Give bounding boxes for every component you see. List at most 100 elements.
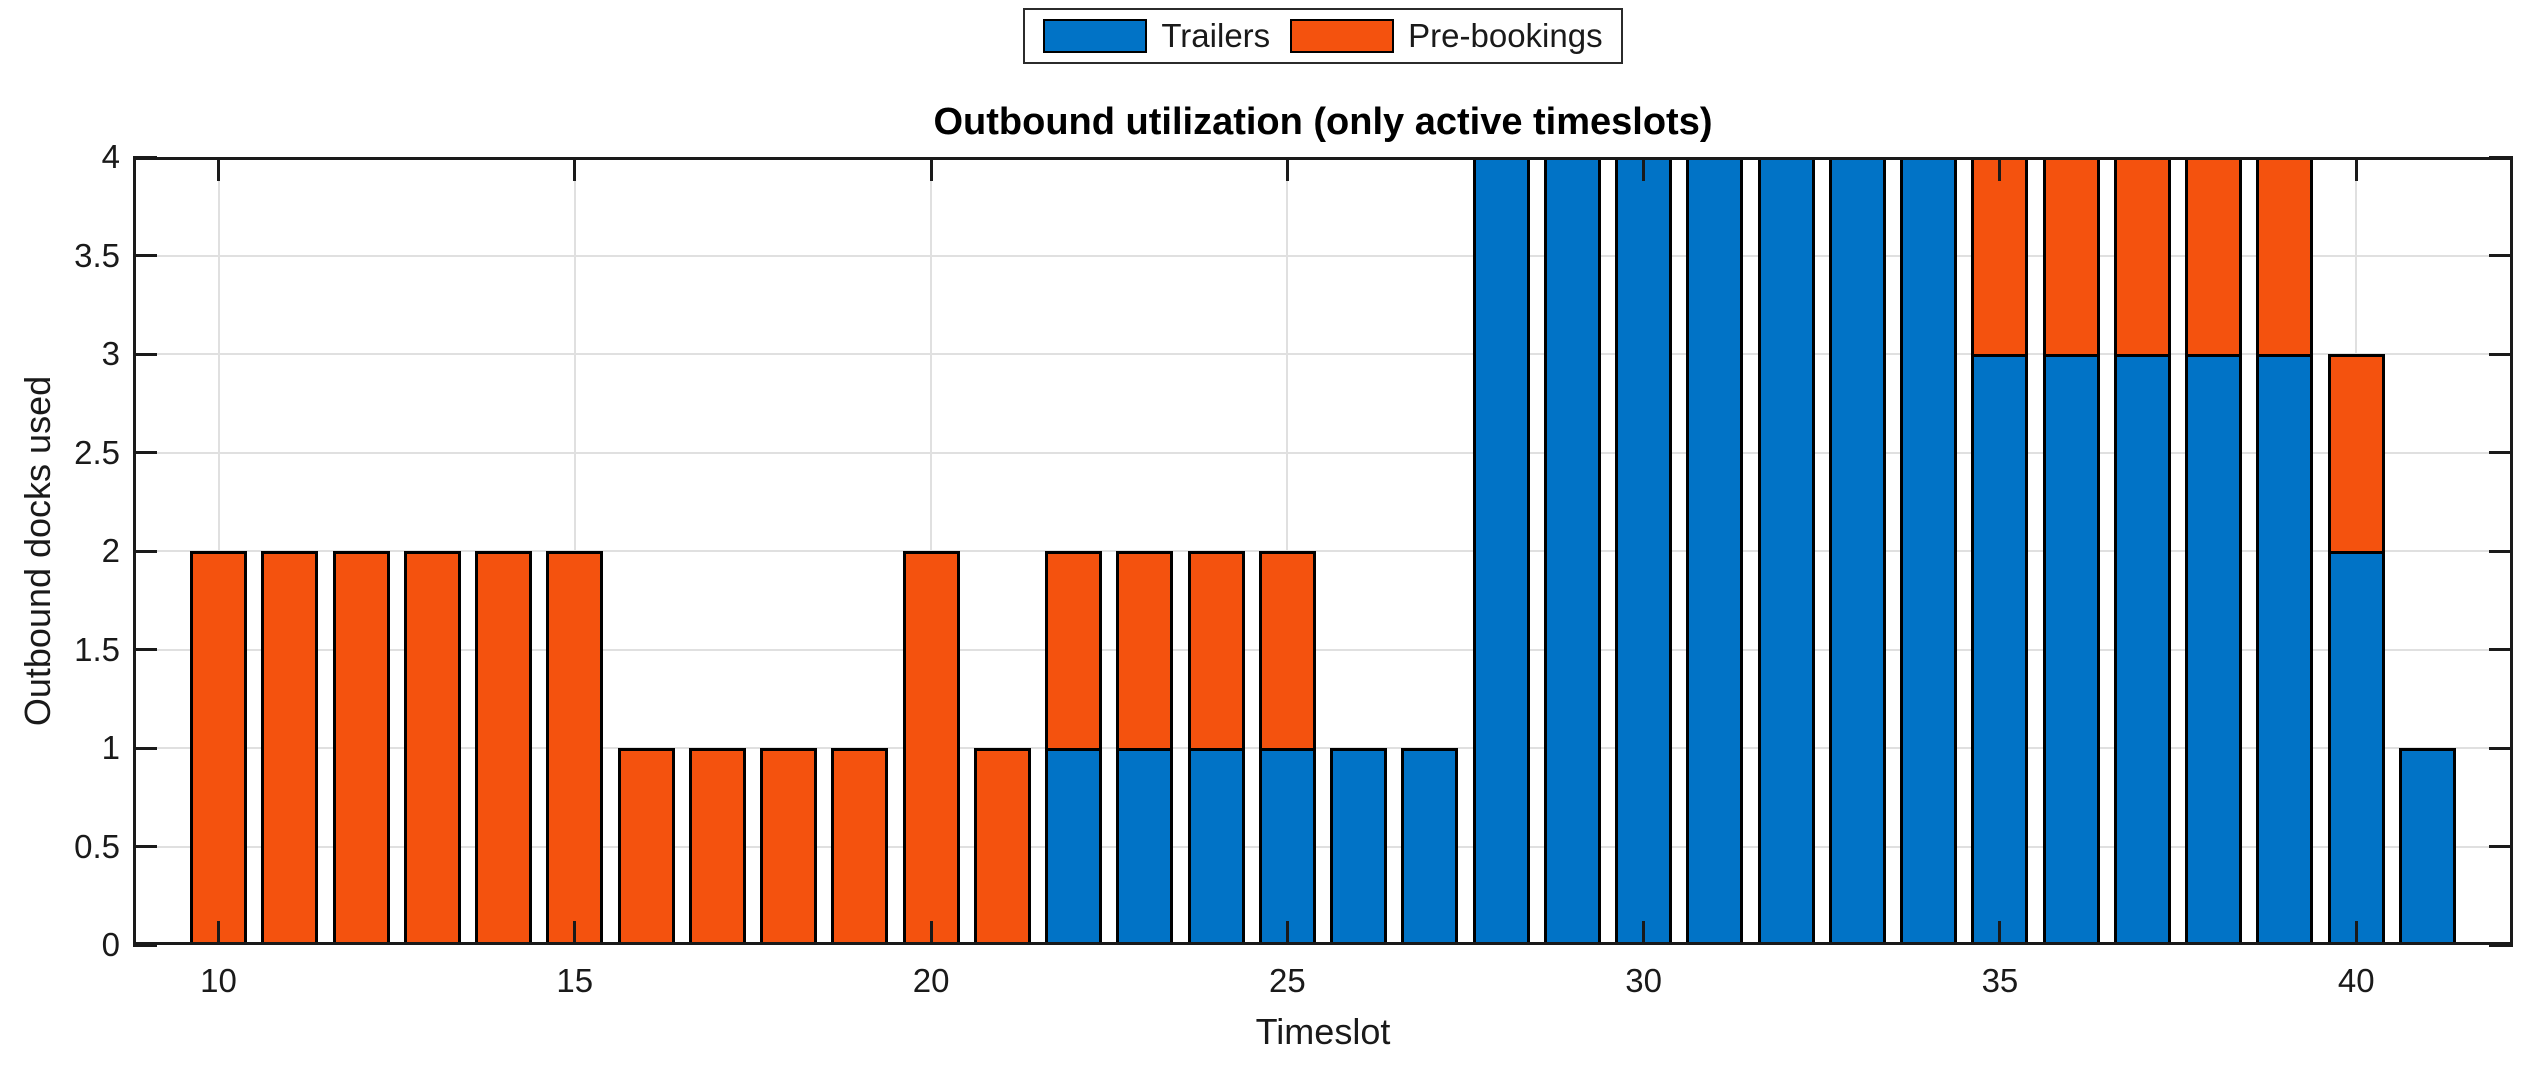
x-axis-tick	[217, 921, 220, 945]
bar-segment-pre-bookings	[973, 748, 1031, 945]
bar-segment-pre-bookings	[2113, 157, 2171, 357]
x-tick-label: 35	[1981, 962, 2019, 999]
bar-segment-trailers	[1401, 748, 1459, 945]
h-gridline	[133, 550, 2513, 552]
bar-segment-trailers	[2256, 354, 2314, 945]
bar-segment-pre-bookings	[617, 748, 675, 945]
y-tick-label: 3	[101, 335, 120, 372]
bar-segment-trailers	[2398, 748, 2456, 945]
y-axis-tick	[133, 648, 157, 651]
top-spine	[133, 157, 2513, 160]
bar-segment-trailers	[1258, 748, 1316, 945]
y-axis-tick-right	[2489, 943, 2513, 947]
y-tick-label: 2	[101, 532, 120, 569]
bar-segment-pre-bookings	[1187, 551, 1245, 751]
bar-segment-trailers	[1828, 157, 1886, 945]
h-gridline	[133, 648, 2513, 651]
bar-segment-pre-bookings	[1971, 157, 2029, 357]
bar-segment-trailers	[1187, 748, 1245, 945]
bar-segment-trailers	[1472, 157, 1530, 945]
legend-swatch-prebookings	[1290, 19, 1395, 53]
y-axis-tick-right	[2489, 845, 2513, 848]
x-axis-tick-top	[2354, 157, 2358, 181]
bar-segment-pre-bookings	[190, 551, 247, 945]
bar-segment-pre-bookings	[902, 551, 960, 945]
plot-area	[133, 155, 2513, 947]
bar-segment-trailers	[2327, 551, 2385, 945]
x-axis-tick-top	[573, 157, 577, 181]
x-axis-tick-top	[217, 157, 220, 181]
x-axis-tick-top	[1285, 157, 1289, 181]
x-axis-label: Timeslot	[1255, 1011, 1391, 1052]
x-axis-tick-top	[1998, 157, 2002, 181]
x-axis-tick-top	[1642, 157, 1646, 181]
bar-segment-pre-bookings	[403, 551, 461, 945]
bar-segment-trailers	[1116, 748, 1174, 945]
x-axis-tick	[1642, 921, 1646, 945]
legend: Trailers Pre-bookings	[1023, 8, 1623, 64]
bar-segment-trailers	[1330, 748, 1388, 945]
y-tick-label: 0	[101, 926, 120, 963]
bottom-spine	[133, 942, 2513, 945]
x-axis-tick	[929, 921, 933, 945]
bar-segment-pre-bookings	[1258, 551, 1316, 751]
y-axis-tick	[133, 845, 157, 848]
bar-segment-pre-bookings	[1116, 551, 1174, 751]
legend-container: Trailers Pre-bookings	[133, 8, 2513, 64]
y-tick-label: 2.5	[74, 433, 120, 471]
y-axis-tick	[133, 746, 157, 750]
y-axis-tick-right	[2489, 549, 2513, 553]
h-gridline	[133, 747, 2513, 749]
x-axis-tick	[573, 921, 577, 945]
y-axis-tick-right	[2489, 451, 2513, 454]
bar-segment-pre-bookings	[332, 551, 390, 945]
x-tick-label: 10	[200, 962, 237, 999]
bar-segment-pre-bookings	[2042, 157, 2100, 357]
y-tick-label: 1	[101, 729, 120, 766]
y-tick-label: 1.5	[74, 630, 120, 668]
bar-segment-pre-bookings	[831, 748, 889, 945]
legend-item-trailers: Trailers	[1043, 18, 1270, 54]
bar-segment-trailers	[1971, 354, 2029, 945]
bar-segment-trailers	[1543, 157, 1601, 945]
bar-segment-pre-bookings	[261, 551, 319, 945]
bar-segment-trailers	[1900, 157, 1958, 945]
y-axis-tick-right	[2489, 746, 2513, 750]
y-axis-tick-right	[2489, 352, 2513, 356]
bar-segment-pre-bookings	[2327, 354, 2385, 554]
h-gridline	[133, 254, 2513, 257]
y-axis-tick-right	[2489, 254, 2513, 257]
x-axis-tick-top	[929, 157, 933, 181]
legend-swatch-trailers	[1043, 19, 1148, 53]
x-tick-label: 15	[556, 962, 594, 999]
bar-segment-trailers	[1615, 157, 1673, 945]
h-gridline	[133, 353, 2513, 355]
legend-label-prebookings: Pre-bookings	[1408, 17, 1603, 54]
chart-title: Outbound utilization (only active timesl…	[933, 101, 1713, 143]
bar-segment-pre-bookings	[1045, 551, 1103, 751]
bar-segment-trailers	[2042, 354, 2100, 945]
x-axis-tick	[1998, 921, 2002, 945]
bar-segment-trailers	[1045, 748, 1103, 945]
y-axis-tick	[133, 549, 157, 553]
bar-segment-trailers	[2113, 354, 2171, 945]
x-axis-tick	[2354, 921, 2358, 945]
bar-segment-trailers	[1686, 157, 1744, 945]
bar-segment-pre-bookings	[546, 551, 604, 945]
bar-segment-pre-bookings	[2185, 157, 2243, 357]
y-axis-tick	[133, 451, 157, 454]
legend-item-prebookings: Pre-bookings	[1290, 17, 1603, 54]
bar-segment-trailers	[2185, 354, 2243, 945]
h-gridline	[133, 451, 2513, 454]
bar-segment-pre-bookings	[760, 748, 818, 945]
h-gridline	[133, 845, 2513, 848]
bar-segment-pre-bookings	[2256, 157, 2314, 357]
x-tick-label: 40	[2337, 962, 2375, 999]
x-tick-label: 25	[1269, 962, 1306, 999]
bar-segment-pre-bookings	[475, 551, 533, 945]
bar-segment-trailers	[1757, 157, 1815, 945]
y-axis-tick	[133, 943, 157, 947]
x-tick-label: 30	[1625, 962, 1663, 999]
y-tick-label: 4	[101, 138, 120, 175]
